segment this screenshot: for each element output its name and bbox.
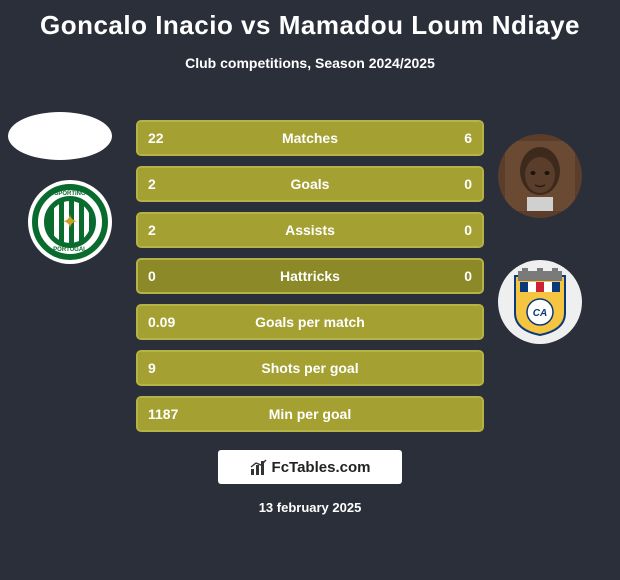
stat-row: 0.09Goals per match xyxy=(136,304,484,340)
comparison-subtitle: Club competitions, Season 2024/2025 xyxy=(0,55,620,71)
player-right-avatar xyxy=(498,134,582,218)
stat-label: Goals per match xyxy=(138,314,482,330)
stat-label: Hattricks xyxy=(138,268,482,284)
stat-label: Shots per goal xyxy=(138,360,482,376)
watermark-text: FcTables.com xyxy=(272,459,371,476)
player-left-avatar xyxy=(8,112,112,160)
club-right-crest: CA xyxy=(498,260,582,344)
stat-row: 1187Min per goal xyxy=(136,396,484,432)
stat-label: Matches xyxy=(138,130,482,146)
comparison-date: 13 february 2025 xyxy=(0,500,620,515)
stat-row: 9Shots per goal xyxy=(136,350,484,386)
svg-text:CA: CA xyxy=(533,308,547,319)
club-left-crest: SPORTING ✦ PORTUGAL xyxy=(28,180,112,264)
stat-label: Assists xyxy=(138,222,482,238)
comparison-title: Goncalo Inacio vs Mamadou Loum Ndiaye xyxy=(0,0,620,41)
stat-row: 00Hattricks xyxy=(136,258,484,294)
stat-row: 20Assists xyxy=(136,212,484,248)
stats-rows-container: 226Matches 20Goals 20Assists 00Hattricks 0.0… xyxy=(136,120,484,442)
chart-icon xyxy=(250,458,268,476)
stat-row: 226Matches xyxy=(136,120,484,156)
stat-label: Goals xyxy=(138,176,482,192)
stat-label: Min per goal xyxy=(138,406,482,422)
watermark-badge: FcTables.com xyxy=(218,450,402,484)
stat-row: 20Goals xyxy=(136,166,484,202)
